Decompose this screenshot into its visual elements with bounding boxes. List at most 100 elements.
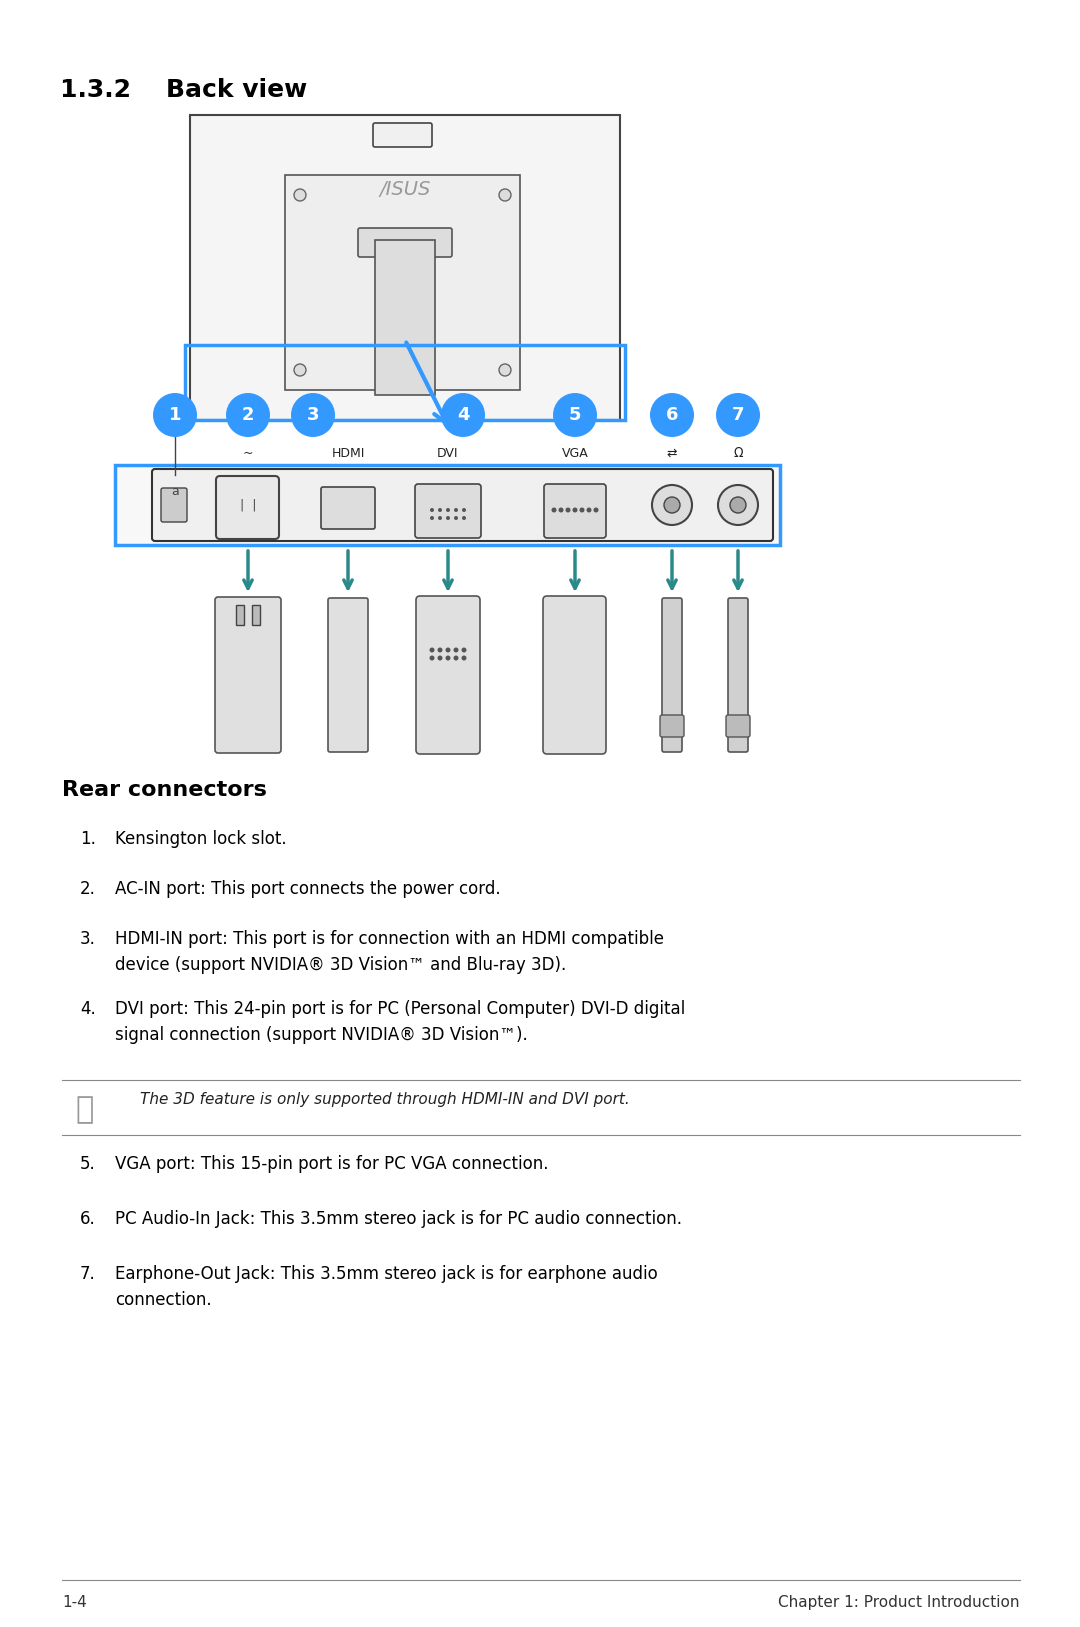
- Circle shape: [446, 516, 450, 521]
- Text: Kensington lock slot.: Kensington lock slot.: [114, 830, 286, 848]
- Circle shape: [499, 364, 511, 376]
- Circle shape: [438, 516, 442, 521]
- Text: AC-IN port: This port connects the power cord.: AC-IN port: This port connects the power…: [114, 880, 501, 898]
- Text: 7: 7: [732, 407, 744, 425]
- FancyBboxPatch shape: [373, 124, 432, 146]
- Circle shape: [454, 508, 458, 513]
- Text: Earphone-Out Jack: This 3.5mm stereo jack is for earphone audio
connection.: Earphone-Out Jack: This 3.5mm stereo jac…: [114, 1266, 658, 1310]
- FancyBboxPatch shape: [216, 477, 279, 539]
- Circle shape: [580, 508, 584, 513]
- Text: 1.3.2    Back view: 1.3.2 Back view: [60, 78, 307, 103]
- Circle shape: [664, 496, 680, 513]
- Text: 3.: 3.: [80, 931, 96, 949]
- Text: 7.: 7.: [80, 1266, 96, 1284]
- Text: Chapter 1: Product Introduction: Chapter 1: Product Introduction: [779, 1594, 1020, 1611]
- Text: 1-4: 1-4: [62, 1594, 86, 1611]
- Circle shape: [461, 656, 467, 661]
- FancyBboxPatch shape: [726, 714, 750, 737]
- FancyBboxPatch shape: [544, 483, 606, 539]
- Circle shape: [730, 496, 746, 513]
- Circle shape: [446, 648, 450, 652]
- Circle shape: [594, 508, 598, 513]
- Text: 4: 4: [457, 407, 469, 425]
- Circle shape: [454, 516, 458, 521]
- Text: The 3D feature is only supported through HDMI-IN and DVI port.: The 3D feature is only supported through…: [140, 1092, 630, 1106]
- Text: Rear connectors: Rear connectors: [62, 779, 267, 800]
- Text: HDMI-IN port: This port is for connection with an HDMI compatible
device (suppor: HDMI-IN port: This port is for connectio…: [114, 931, 664, 975]
- Circle shape: [437, 648, 443, 652]
- Text: 1: 1: [168, 407, 181, 425]
- Bar: [237, 605, 244, 625]
- Circle shape: [437, 656, 443, 661]
- Text: PC Audio-In Jack: This 3.5mm stereo jack is for PC audio connection.: PC Audio-In Jack: This 3.5mm stereo jack…: [114, 1210, 681, 1228]
- Text: ⇄: ⇄: [666, 447, 677, 460]
- Circle shape: [291, 394, 335, 438]
- Circle shape: [566, 508, 570, 513]
- Circle shape: [462, 508, 465, 513]
- Circle shape: [430, 516, 434, 521]
- FancyBboxPatch shape: [114, 465, 780, 545]
- Circle shape: [650, 394, 694, 438]
- FancyBboxPatch shape: [543, 595, 606, 753]
- FancyBboxPatch shape: [152, 469, 773, 542]
- FancyBboxPatch shape: [660, 714, 684, 737]
- Circle shape: [558, 508, 564, 513]
- Text: 2: 2: [242, 407, 254, 425]
- Circle shape: [454, 648, 459, 652]
- FancyBboxPatch shape: [416, 595, 480, 753]
- FancyBboxPatch shape: [728, 599, 748, 752]
- Text: 5: 5: [569, 407, 581, 425]
- Circle shape: [226, 394, 270, 438]
- Circle shape: [294, 364, 306, 376]
- Circle shape: [553, 394, 597, 438]
- FancyBboxPatch shape: [415, 483, 481, 539]
- Text: 🖊: 🖊: [75, 1095, 93, 1124]
- Text: HDMI: HDMI: [332, 447, 365, 460]
- Circle shape: [294, 189, 306, 202]
- FancyBboxPatch shape: [215, 597, 281, 753]
- Bar: [252, 605, 260, 625]
- Circle shape: [652, 485, 692, 526]
- FancyBboxPatch shape: [662, 599, 681, 752]
- FancyBboxPatch shape: [321, 486, 375, 529]
- Text: |  |: | |: [240, 498, 256, 511]
- Circle shape: [462, 516, 465, 521]
- Text: 3: 3: [307, 407, 320, 425]
- Text: DVI: DVI: [437, 447, 459, 460]
- Circle shape: [153, 394, 197, 438]
- FancyBboxPatch shape: [328, 599, 368, 752]
- Circle shape: [441, 394, 485, 438]
- Text: VGA port: This 15-pin port is for PC VGA connection.: VGA port: This 15-pin port is for PC VGA…: [114, 1155, 549, 1173]
- Circle shape: [438, 508, 442, 513]
- Circle shape: [552, 508, 556, 513]
- Bar: [375, 241, 435, 395]
- Text: DVI port: This 24-pin port is for PC (Personal Computer) DVI-D digital
signal co: DVI port: This 24-pin port is for PC (Pe…: [114, 1001, 685, 1045]
- Text: 4.: 4.: [80, 1001, 96, 1019]
- Circle shape: [446, 656, 450, 661]
- Circle shape: [716, 394, 760, 438]
- Circle shape: [586, 508, 592, 513]
- Text: a: a: [171, 485, 179, 498]
- Circle shape: [454, 656, 459, 661]
- Circle shape: [430, 508, 434, 513]
- FancyBboxPatch shape: [161, 488, 187, 522]
- Circle shape: [718, 485, 758, 526]
- Text: 6: 6: [665, 407, 678, 425]
- Text: ~: ~: [243, 447, 253, 460]
- Circle shape: [430, 656, 434, 661]
- FancyBboxPatch shape: [357, 228, 453, 257]
- Circle shape: [572, 508, 578, 513]
- Text: 1.: 1.: [80, 830, 96, 848]
- Bar: [190, 116, 620, 420]
- Text: 6.: 6.: [80, 1210, 96, 1228]
- Circle shape: [499, 189, 511, 202]
- Bar: [285, 176, 519, 390]
- Text: VGA: VGA: [562, 447, 589, 460]
- Circle shape: [430, 648, 434, 652]
- Text: /ISUS: /ISUS: [379, 181, 431, 198]
- Text: 2.: 2.: [80, 880, 96, 898]
- Text: Ω: Ω: [733, 447, 743, 460]
- Text: 5.: 5.: [80, 1155, 96, 1173]
- Circle shape: [446, 508, 450, 513]
- Circle shape: [461, 648, 467, 652]
